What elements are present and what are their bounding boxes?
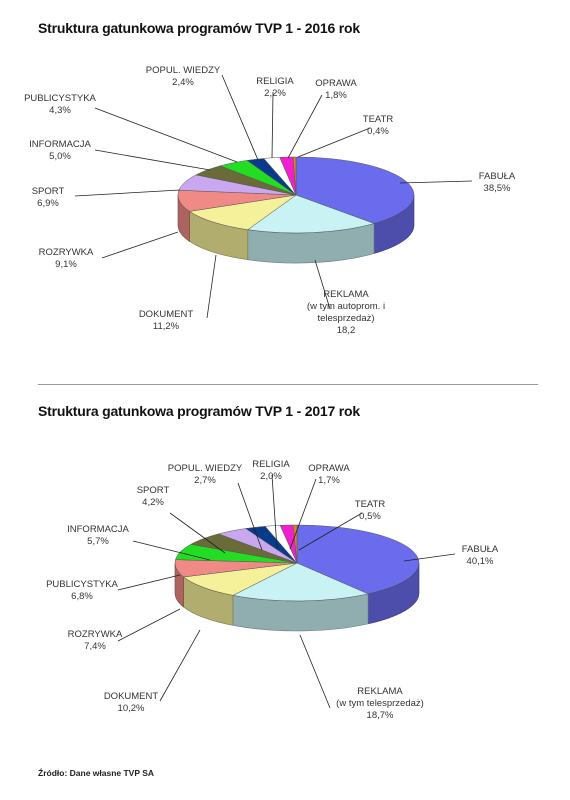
pie-chart-2016: FABUŁA 38,5% REKLAMA (w tym autoprom. i tele… (24, 65, 516, 336)
leader-line-fabula (403, 553, 456, 562)
leader-line-popul-wiedzy (237, 482, 263, 551)
leader-line-dokument (206, 254, 217, 319)
chart-2016: Struktura gatunkowa programów TVP 1 - 20… (0, 0, 570, 385)
leader-line-reklama (299, 634, 331, 709)
pie-chart-2017: FABUŁA 40,1% REKLAMA (w tym telesprzedaż) 18… (46, 459, 499, 721)
pie-slice-reklama (247, 194, 375, 234)
label-religia: RELIGIA 2,2% (256, 76, 294, 99)
leader-line-publicystyka (94, 107, 238, 163)
leader-line-popul-wiedzy (221, 74, 259, 161)
leader-line-sport (169, 512, 226, 554)
label-dokument: DOKUMENT 10,2% (104, 691, 159, 714)
label-teatr: TEATR 0,5% (355, 499, 386, 522)
label-popul-wiedzy: POPUL. WIEDZY 2,4% (146, 65, 221, 88)
chart-title-2016: Struktura gatunkowa programów TVP 1 - 20… (38, 20, 360, 36)
pie-labels-2017: FABUŁA 40,1% REKLAMA (w tym telesprzedaż) 18… (46, 459, 499, 721)
label-informacja: INFORMACJA 5,7% (67, 524, 129, 547)
label-popul-wiedzy: POPUL. WIEDZY 2,7% (168, 463, 243, 486)
leader-line-fabula (399, 180, 473, 184)
pie-slice-dokument (188, 194, 297, 230)
leader-line-reklama (314, 259, 331, 310)
leader-line-teatr (298, 512, 363, 551)
label-rozrywka: ROZRYWKA 7,4% (68, 629, 123, 652)
leader-line-teatr (297, 127, 371, 158)
label-religia: RELIGIA 2,0% (252, 459, 290, 482)
label-rozrywka: ROZRYWKA 9,1% (39, 247, 94, 270)
label-sport: SPORT 6,9% (32, 186, 65, 209)
leader-line-sport (74, 189, 181, 197)
leader-line-publicystyka (117, 574, 181, 591)
label-reklama: REKLAMA (w tym telesprzedaż) 18,7% (336, 686, 424, 721)
pie-slice-reklama (232, 562, 369, 602)
pie-labels-2016: FABUŁA 38,5% REKLAMA (w tym autoprom. i tele… (24, 65, 516, 336)
leader-line-informacja (94, 149, 211, 171)
pie-slice-teatr (292, 524, 298, 564)
label-informacja: INFORMACJA 5,0% (29, 139, 91, 162)
leader-line-religia (271, 474, 278, 550)
section-divider (38, 384, 538, 385)
source-note: Źródło: Dane własne TVP SA (38, 768, 155, 778)
pie-slice-fabula (296, 524, 420, 595)
leader-line-rozrywka (117, 608, 181, 642)
pie-top-2017 (174, 524, 420, 602)
pie-sides-2017 (174, 562, 420, 632)
label-oprawa: OPRAWA 1,7% (308, 463, 350, 486)
label-fabula: FABUŁA 40,1% (462, 544, 499, 567)
pie-slice-dokument (182, 562, 298, 596)
label-fabula: FABUŁA 38,5% (479, 171, 516, 194)
label-oprawa: OPRAWA 1,8% (315, 78, 357, 101)
chart-2017: Struktura gatunkowa programów TVP 1 - 20… (0, 395, 570, 775)
leader-line-oprawa (289, 478, 317, 550)
label-reklama: REKLAMA (w tym autoprom. i telesprzedaż) 18… (307, 289, 385, 336)
leader-line-dokument (159, 629, 201, 702)
leader-line-religia (271, 91, 274, 159)
leader-line-informacja (132, 540, 211, 561)
pie-sides-2016 (177, 194, 415, 264)
label-dokument: DOKUMENT 11,2% (139, 309, 194, 332)
label-publicystyka: PUBLICYSTYKA 4,3% (24, 93, 96, 116)
label-sport: SPORT 4,2% (137, 485, 170, 508)
chart-title-2017: Struktura gatunkowa programów TVP 1 - 20… (38, 403, 360, 419)
pie-top-2016 (177, 156, 415, 234)
leader-line-rozrywka (101, 231, 179, 259)
label-publicystyka: PUBLICYSTYKA 6,8% (46, 579, 118, 602)
leader-line-oprawa (287, 94, 323, 159)
label-teatr: TEATR 0,4% (363, 114, 394, 137)
pie-slice-fabula (295, 156, 415, 224)
pie-slice-teatr (292, 156, 297, 196)
